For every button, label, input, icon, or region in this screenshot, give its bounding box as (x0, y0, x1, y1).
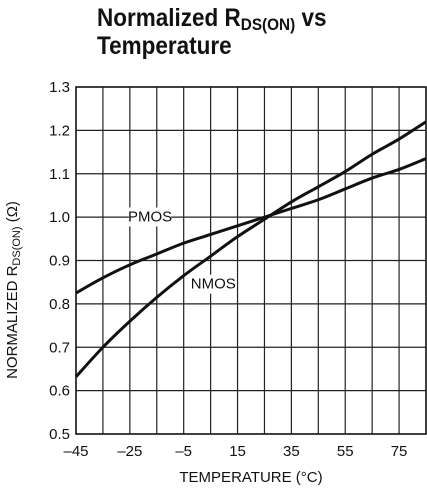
x-tick-label: 15 (229, 443, 246, 460)
y-tick-label: 1.1 (49, 166, 70, 183)
annotations: PMOS NMOS (128, 207, 236, 294)
series-lines (74, 120, 427, 378)
y-tick-label: 0.7 (49, 339, 70, 356)
annotation-background (128, 207, 172, 227)
y-tick-label: 1.0 (49, 209, 70, 226)
chart-title-line2: Temperature (97, 32, 232, 60)
series-line-nmos (74, 120, 427, 378)
tick-labels: –45 –25 –5 15 35 55 75 0.5 0.6 0.7 0.8 0.9 1.0 1.1 1.2… (49, 79, 407, 460)
x-tick-label: –5 (175, 443, 192, 460)
chart-title: Normalized RDS(ON) vs Temperature (97, 4, 385, 60)
x-tick-label: –45 (63, 443, 88, 460)
y-tick-label: 0.9 (49, 253, 70, 270)
plot-border (75, 86, 427, 435)
series-line-pmos (75, 157, 427, 295)
y-tick-label: 0.8 (49, 296, 70, 313)
annotation-background (192, 274, 235, 294)
y-tick-label: 0.6 (49, 383, 70, 400)
y-tick-label: 1.2 (49, 122, 70, 139)
annotation-pmos: PMOS (128, 208, 172, 225)
x-tick-label: 55 (337, 443, 354, 460)
annotation-nmos: NMOS (191, 276, 236, 293)
x-tick-label: 35 (283, 443, 300, 460)
x-axis-label: TEMPERATURE (°C) (179, 469, 323, 486)
y-tick-label: 1.3 (49, 79, 70, 96)
plot-frame (75, 86, 427, 435)
chart-title-subscript: DS(ON) (240, 15, 296, 34)
chart-title-suffix: vs (295, 4, 327, 32)
x-tick-label: 75 (391, 443, 408, 460)
chart-title-prefix: Normalized R (97, 4, 241, 32)
grid (76, 87, 426, 434)
x-tick-label: –25 (117, 443, 142, 460)
y-tick-label: 0.5 (49, 426, 70, 443)
